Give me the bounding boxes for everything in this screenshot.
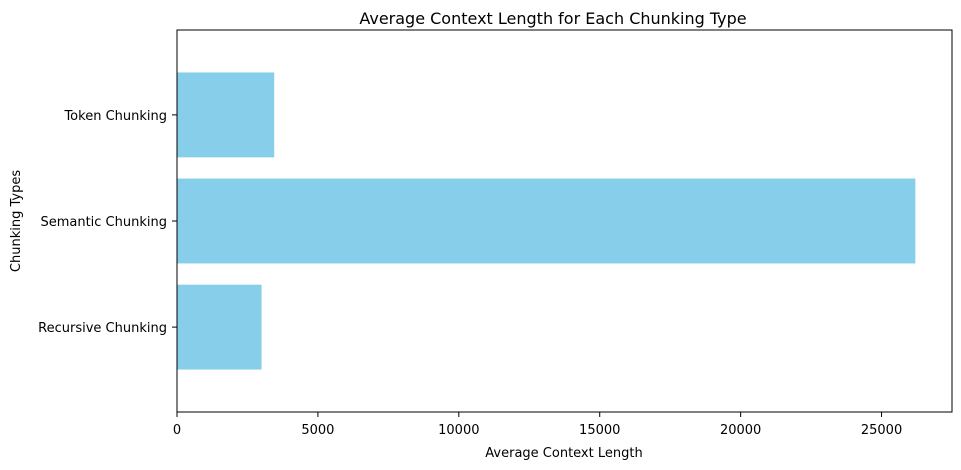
bars-group xyxy=(177,72,916,370)
x-tick-label: 10000 xyxy=(438,423,479,438)
x-tick-label: 15000 xyxy=(579,423,620,438)
bar-token-chunking xyxy=(177,72,275,158)
bar-semantic-chunking xyxy=(177,178,916,264)
chart-title: Average Context Length for Each Chunking… xyxy=(359,9,746,28)
x-tick-label: 0 xyxy=(173,423,181,438)
bar-recursive-chunking xyxy=(177,284,262,370)
y-axis-label: Chunking Types xyxy=(9,170,24,272)
x-tick-label: 20000 xyxy=(720,423,761,438)
x-tick-label: 25000 xyxy=(861,423,902,438)
y-tick-label: Token Chunking xyxy=(63,109,167,124)
x-axis-ticks: 0 5000 10000 15000 20000 25000 xyxy=(173,412,902,438)
x-tick-label: 5000 xyxy=(301,423,334,438)
y-tick-label: Semantic Chunking xyxy=(40,215,167,230)
y-tick-label: Recursive Chunking xyxy=(38,321,167,336)
x-axis-label: Average Context Length xyxy=(485,446,642,461)
y-axis-ticks: Recursive Chunking Semantic Chunking Token… xyxy=(38,109,177,336)
